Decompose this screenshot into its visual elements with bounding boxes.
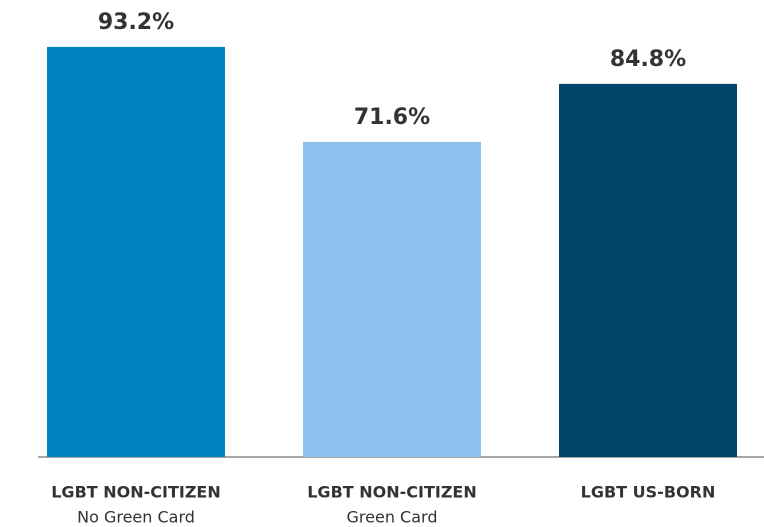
bar (47, 46, 225, 458)
category-label: LGBT NON-CITIZEN (307, 483, 477, 502)
category-label: LGBT US-BORN (581, 483, 716, 502)
category-label: LGBT NON-CITIZEN (51, 483, 221, 502)
value-label: 71.6% (354, 105, 430, 130)
category-sublabel: Green Card (347, 508, 438, 527)
value-label: 93.2% (98, 10, 174, 35)
category-sublabel: No Green Card (77, 508, 195, 527)
bar (303, 141, 481, 457)
bar (559, 83, 737, 457)
value-label: 84.8% (610, 47, 686, 72)
